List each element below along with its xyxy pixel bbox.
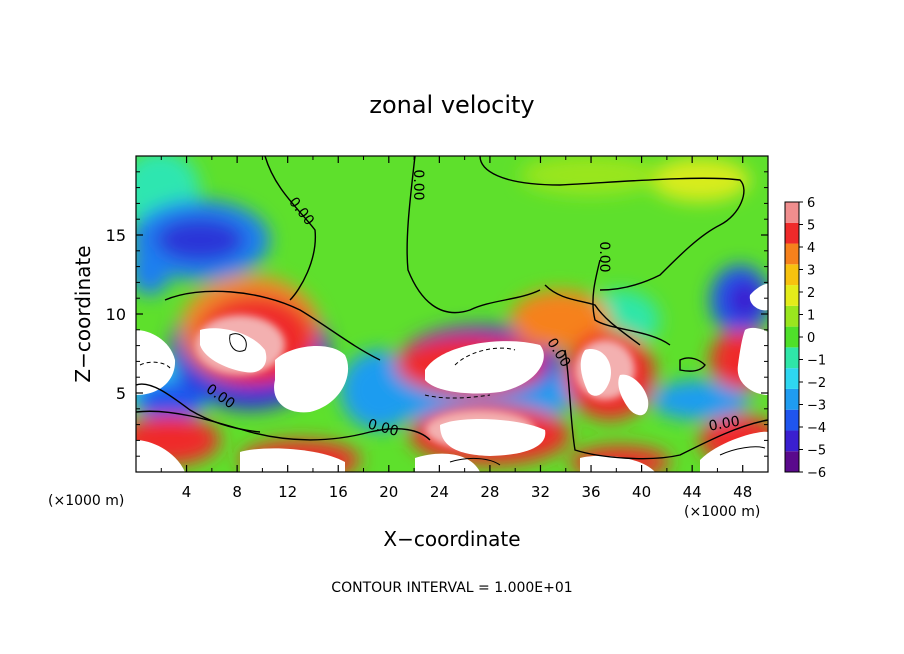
x-tick-label: 28 xyxy=(480,483,499,501)
x-tick-label: 36 xyxy=(581,483,600,501)
heatmap-field xyxy=(136,156,768,472)
x-unit-right: (×1000 m) xyxy=(684,504,760,520)
colorbar-tick-label: 2 xyxy=(807,286,815,301)
colorbar-tick-label: 4 xyxy=(807,241,815,256)
x-tick-label: 32 xyxy=(531,483,550,501)
x-tick-label: 16 xyxy=(329,483,348,501)
colorbar: 6 5 4 3 2 1 0 −1 −2 −3 −4 −5 −6 xyxy=(784,196,826,481)
x-tick-label: 20 xyxy=(379,483,398,501)
contour-label: 0.00 xyxy=(410,169,426,200)
y-axis-ticks: 5 10 15 xyxy=(106,171,768,457)
colorbar-tick-label: 1 xyxy=(807,309,815,324)
contour-lines xyxy=(136,156,768,466)
contour-label: 0.00 xyxy=(596,241,612,272)
contour-label: 0.00 xyxy=(708,413,741,434)
colorbar-tick-label: −3 xyxy=(807,399,826,414)
y-tick-label: 10 xyxy=(106,305,126,324)
colorbar-tick-label: −4 xyxy=(807,421,826,436)
colorbar-swatch xyxy=(785,388,799,410)
colorbar-swatch xyxy=(785,409,799,431)
x-unit-left: (×1000 m) xyxy=(48,493,124,509)
y-tick-label: 15 xyxy=(106,226,126,245)
x-tick-label: 24 xyxy=(430,483,449,501)
x-tick-label: 12 xyxy=(278,483,297,501)
colorbar-tick-label: −1 xyxy=(807,354,826,369)
colorbar-swatch xyxy=(785,451,799,472)
colorbar-tick-label: 5 xyxy=(807,219,815,234)
colorbar-tick-label: 0 xyxy=(807,331,815,346)
colorbar-swatch xyxy=(785,347,799,369)
x-axis-label: X−coordinate xyxy=(383,527,520,551)
colorbar-tick-label: −6 xyxy=(807,466,826,481)
colorbar-swatch xyxy=(785,368,799,389)
colorbar-swatch xyxy=(785,430,799,452)
x-tick-label: 40 xyxy=(632,483,651,501)
x-tick-label: 48 xyxy=(733,483,752,501)
colorbar-swatch xyxy=(785,222,799,244)
x-axis-ticks: 4 8 12 16 20 24 28 32 36 40 44 48 xyxy=(160,156,752,501)
colorbar-tick-label: −2 xyxy=(807,376,826,391)
colorbar-swatch xyxy=(785,243,799,265)
x-tick-label: 8 xyxy=(232,483,242,501)
colorbar-swatch xyxy=(785,264,799,286)
x-tick-label: 4 xyxy=(182,483,192,501)
colorbar-tick-label: −5 xyxy=(807,444,826,459)
colorbar-tick-label: 3 xyxy=(807,264,815,279)
colorbar-swatch xyxy=(785,202,799,223)
y-axis-label: Z−coordinate xyxy=(71,245,95,382)
chart-title: zonal velocity xyxy=(369,91,534,119)
colorbar-swatch xyxy=(785,285,799,306)
colorbar-swatch xyxy=(785,305,799,327)
colorbar-tick-label: 6 xyxy=(807,196,815,211)
colorbar-swatch xyxy=(785,326,799,348)
x-tick-label: 44 xyxy=(683,483,702,501)
contour-label: 0.00 xyxy=(366,416,400,440)
y-tick-label: 5 xyxy=(116,384,126,403)
contour-interval-note: CONTOUR INTERVAL = 1.000E+01 xyxy=(331,580,572,596)
